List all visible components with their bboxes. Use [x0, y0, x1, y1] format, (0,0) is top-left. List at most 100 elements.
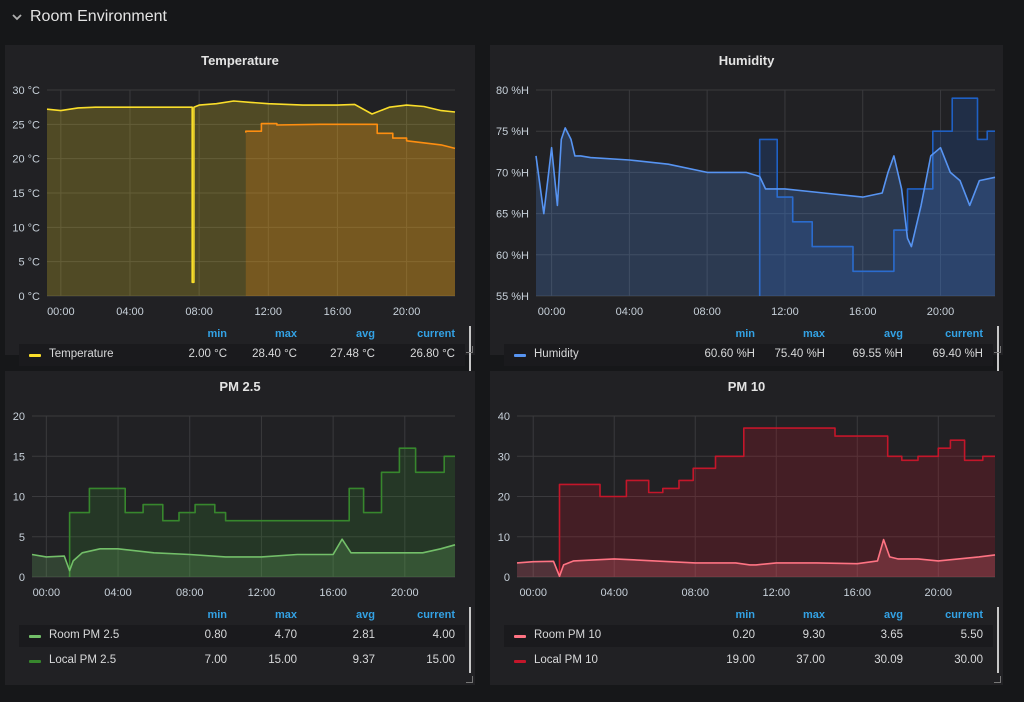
series-color-swatch[interactable] — [29, 660, 41, 663]
y-tick-label: 15 — [13, 451, 25, 463]
legend-row[interactable]: Local PM 10 19.00 37.00 30.09 30.00 — [504, 650, 993, 672]
legend-header-max[interactable]: max — [802, 328, 825, 340]
legend-value-avg: 9.37 — [352, 654, 375, 666]
x-tick-label: 08:00 — [681, 587, 709, 599]
x-tick-label: 04:00 — [104, 587, 132, 599]
legend-row[interactable]: Room PM 2.5 0.80 4.70 2.81 4.00 — [19, 625, 465, 647]
series-color-swatch[interactable] — [514, 660, 526, 663]
series-color-swatch[interactable] — [514, 354, 526, 357]
legend-header-current[interactable]: current — [945, 328, 983, 340]
series-line-local — [558, 427, 995, 577]
series-area-local — [759, 98, 995, 296]
legend-header: min max avg current — [504, 607, 993, 625]
legend-value-avg: 2.81 — [352, 629, 375, 641]
y-tick-label: 65 %H — [496, 209, 529, 221]
panel-humidity[interactable]: Humidity 80 %H 75 %H 70 %H 65 %H 60 %H 55 %H 00… — [490, 45, 1003, 392]
y-tick-label: 70 %H — [496, 167, 529, 179]
series-area-primary — [32, 539, 455, 577]
panel-title[interactable]: PM 10 — [727, 379, 766, 394]
panel-resize-handle[interactable] — [466, 676, 473, 683]
series-area-local — [559, 428, 995, 577]
series-name[interactable]: Room PM 2.5 — [49, 629, 120, 641]
legend-scrollbar[interactable] — [469, 607, 471, 673]
panel-resize-handle[interactable] — [994, 346, 1001, 353]
panel-temperature[interactable]: Temperature 30 °C 25 °C 20 °C 15 °C 10 °C 5 °C… — [5, 45, 475, 392]
legend-value-max: 37.00 — [796, 654, 825, 666]
legend-header-current[interactable]: current — [417, 609, 455, 621]
series-area-primary — [47, 101, 455, 296]
legend-value-min: 0.80 — [204, 629, 227, 641]
legend-scrollbar[interactable] — [469, 326, 471, 392]
panel-title[interactable]: PM 2.5 — [219, 379, 261, 394]
legend-value-max: 4.70 — [274, 629, 297, 641]
series-line-local — [758, 97, 995, 296]
chart-pm10[interactable]: 40 30 20 10 0 00:00 04:00 08:00 12:00 16:00 20:00 — [490, 371, 1003, 599]
legend-value-current: 30.00 — [954, 654, 983, 666]
series-name[interactable]: Local PM 10 — [534, 654, 598, 666]
legend-header-current[interactable]: current — [417, 328, 455, 340]
legend-value-max: 9.30 — [802, 629, 825, 641]
y-tick-label: 15 °C — [12, 188, 40, 200]
legend-row[interactable]: Local PM 2.5 7.00 15.00 9.37 15.00 — [19, 650, 465, 672]
legend-header: min max avg current — [19, 607, 465, 625]
legend-value-max: 75.40 %H — [774, 348, 825, 360]
y-tick-label: 0 — [19, 572, 25, 584]
legend-value-current: 4.00 — [432, 629, 455, 641]
x-tick-label: 16:00 — [319, 587, 347, 599]
legend-header-min[interactable]: min — [735, 328, 755, 340]
panel-pm10[interactable]: PM 10 40 30 20 10 0 00:00 04:00 08:00 12:00 16:00 2… — [490, 371, 1003, 685]
series-line-primary — [535, 127, 996, 248]
legend-row[interactable]: Humidity 60.60 %H 75.40 %H 69.55 %H 69.40 %H — [504, 344, 993, 366]
row-header[interactable]: Room Environment — [0, 0, 1024, 38]
legend-header-avg[interactable]: avg — [356, 328, 375, 340]
y-tick-label: 0 — [504, 572, 510, 584]
y-tick-label: 0 °C — [18, 291, 40, 303]
panel-title[interactable]: Temperature — [201, 53, 279, 68]
series-color-swatch[interactable] — [29, 635, 41, 638]
legend-header-max[interactable]: max — [274, 609, 297, 621]
legend: min max avg current Room PM 2.5 0.80 4.70 2.81 4… — [19, 607, 465, 673]
chart-humidity[interactable]: 80 %H 75 %H 70 %H 65 %H 60 %H 55 %H 00:00 04:00… — [490, 45, 1003, 318]
legend-header-avg[interactable]: avg — [356, 609, 375, 621]
legend-header-min[interactable]: min — [735, 609, 755, 621]
x-tick-label: 12:00 — [248, 587, 276, 599]
x-tick-label: 16:00 — [849, 306, 877, 318]
panel-resize-handle[interactable] — [994, 676, 1001, 683]
legend-header-current[interactable]: current — [945, 609, 983, 621]
series-name[interactable]: Local PM 2.5 — [49, 654, 117, 666]
legend-header-avg[interactable]: avg — [884, 609, 903, 621]
series-name[interactable]: Temperature — [49, 348, 114, 360]
x-tick-label: 20:00 — [927, 306, 955, 318]
legend-header-max[interactable]: max — [802, 609, 825, 621]
x-tick-label: 00:00 — [519, 587, 547, 599]
y-tick-label: 10 °C — [12, 222, 40, 234]
x-tick-label: 00:00 — [538, 306, 566, 318]
series-name[interactable]: Humidity — [534, 348, 579, 360]
legend-header-min[interactable]: min — [207, 328, 227, 340]
row-title: Room Environment — [30, 8, 167, 25]
series-color-swatch[interactable] — [514, 635, 526, 638]
legend-scrollbar[interactable] — [997, 326, 999, 392]
panel-pm25[interactable]: PM 2.5 20 15 10 5 0 00:00 04:00 08:00 12:00 16:00 2… — [5, 371, 475, 685]
series-color-swatch[interactable] — [29, 354, 41, 357]
y-tick-label: 30 — [498, 451, 510, 463]
panel-title[interactable]: Humidity — [718, 53, 775, 68]
legend-value-min: 7.00 — [204, 654, 227, 666]
chart-pm25[interactable]: 20 15 10 5 0 00:00 04:00 08:00 12:00 16:00 20:00 — [5, 371, 475, 599]
panel-resize-handle[interactable] — [466, 346, 473, 353]
chart-temperature[interactable]: 30 °C 25 °C 20 °C 15 °C 10 °C 5 °C 0 °C 00:00 04… — [5, 45, 475, 318]
legend-value-avg: 30.09 — [874, 654, 903, 666]
y-tick-label: 10 — [498, 532, 510, 544]
series-name[interactable]: Room PM 10 — [534, 629, 602, 641]
y-tick-label: 80 %H — [496, 85, 529, 97]
x-tick-label: 08:00 — [185, 306, 213, 318]
legend-row[interactable]: Room PM 10 0.20 9.30 3.65 5.50 — [504, 625, 993, 647]
legend-header-avg[interactable]: avg — [884, 328, 903, 340]
x-tick-label: 20:00 — [925, 587, 953, 599]
y-tick-label: 5 — [19, 532, 25, 544]
chevron-down-icon[interactable] — [10, 10, 24, 24]
legend-scrollbar[interactable] — [997, 607, 999, 673]
legend-header-max[interactable]: max — [274, 328, 297, 340]
legend-row[interactable]: Temperature 2.00 °C 28.40 °C 27.48 °C 26.80 … — [19, 344, 465, 366]
legend-header-min[interactable]: min — [207, 609, 227, 621]
